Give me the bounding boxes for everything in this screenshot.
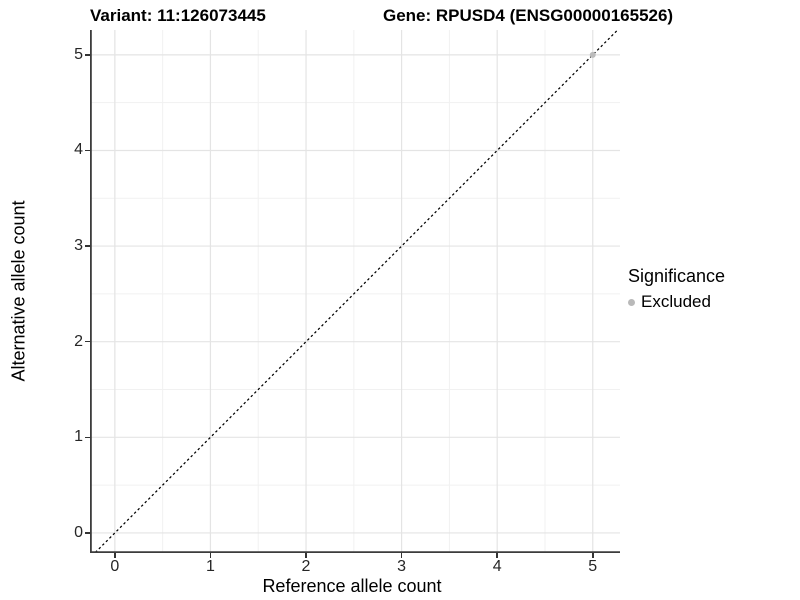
x-tick-mark — [114, 553, 116, 558]
y-tick-label: 4 — [74, 141, 83, 159]
x-tick-mark — [305, 553, 307, 558]
x-tick-mark — [592, 553, 594, 558]
y-tick-label: 1 — [74, 428, 83, 446]
y-tick-mark — [85, 436, 90, 439]
y-tick-mark — [85, 149, 90, 152]
plot-panel — [90, 30, 620, 553]
x-tick-label: 5 — [588, 558, 598, 575]
plot-panel-svg — [90, 30, 620, 553]
y-tick-mark — [85, 532, 90, 534]
variant-title: Variant: 11:126073445 — [90, 6, 266, 25]
legend: Significance Excluded — [628, 266, 725, 312]
x-axis-title: Reference allele count — [262, 576, 442, 596]
y-tick-label: 2 — [74, 332, 83, 350]
x-tick-label: 3 — [397, 558, 407, 575]
x-tick-label: 0 — [110, 558, 120, 575]
y-tick-mark — [85, 54, 90, 56]
x-tick-label: 2 — [301, 558, 311, 575]
y-tick-label: 0 — [74, 523, 83, 541]
identity-reference-line — [93, 30, 619, 553]
y-tick-mark — [85, 340, 90, 343]
x-tick-mark — [209, 553, 212, 558]
legend-item-label: Excluded — [641, 292, 711, 311]
x-tick-mark — [400, 553, 403, 558]
y-tick-label: 5 — [74, 45, 83, 63]
legend-item-swatch-circle — [628, 298, 635, 306]
y-axis-title: Alternative allele count — [8, 200, 29, 382]
legend-items: Excluded — [628, 292, 725, 312]
x-tick-label: 1 — [205, 558, 215, 575]
legend-title: Significance — [628, 266, 726, 286]
x-tick-label: 4 — [492, 558, 502, 575]
data-point-excluded — [589, 51, 596, 58]
y-tick-label: 3 — [74, 237, 83, 255]
gene-title: Gene: RPUSD4 (ENSG00000165526) — [383, 6, 674, 25]
y-tick-mark — [85, 245, 90, 247]
legend-item: Excluded — [628, 292, 725, 312]
x-tick-mark — [496, 553, 498, 558]
